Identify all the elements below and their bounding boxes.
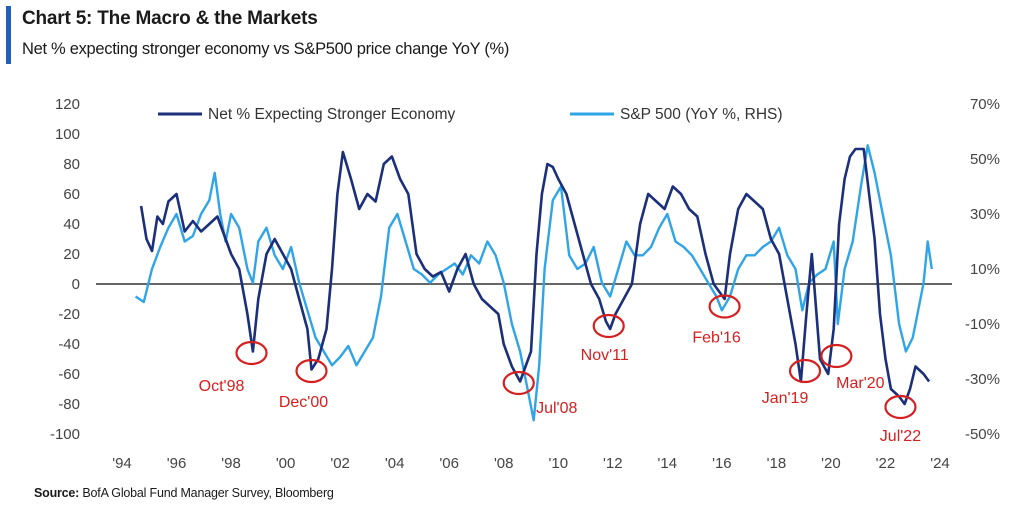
- y-left-tick-label: 120: [55, 96, 80, 113]
- y-left-tick-label: -80: [58, 396, 80, 413]
- y-left-tick-label: -100: [50, 426, 80, 443]
- annotation-circle: [788, 358, 822, 384]
- annotation-label: Mar'20: [836, 375, 885, 392]
- y-left-tick-label: -20: [58, 306, 80, 323]
- x-tick-label: '06: [439, 455, 459, 472]
- y-right-tick-label: -50%: [965, 426, 1000, 443]
- y-left-tick-label: 20: [63, 246, 80, 263]
- axes-layer: 120 100 80 60 40 20 0 -20 -40 -60 -80 -100 70% 50% 30%…: [50, 96, 1000, 472]
- legend: Net % Expecting Stronger Economy S&P 500 …: [158, 106, 783, 123]
- x-tick-label: '00: [276, 455, 296, 472]
- chart-subtitle: Net % expecting stronger economy vs S&P5…: [22, 40, 510, 58]
- y-left-tick-label: 40: [63, 216, 80, 233]
- y-right-tick-label: 50%: [970, 151, 1000, 168]
- title-accent-bar: [6, 6, 11, 64]
- chart-title: Chart 5: The Macro & the Markets: [22, 8, 318, 29]
- y-right-tick-label: -30%: [965, 371, 1000, 388]
- source-text: BofA Global Fund Manager Survey, Bloombe…: [82, 486, 334, 500]
- y-left-tick-label: 60: [63, 186, 80, 203]
- y-left-tick-label: 100: [55, 126, 80, 143]
- annotation-label: Jan'19: [762, 390, 809, 407]
- source-label: Source:: [34, 486, 80, 500]
- y-right-tick-label: 10%: [970, 261, 1000, 278]
- annotation-circle: [884, 394, 917, 420]
- x-tick-label: '98: [221, 455, 241, 472]
- annotation-label: Oct'98: [199, 378, 245, 395]
- series-line-economy: [139, 147, 931, 406]
- y-right-tick-label: 30%: [970, 206, 1000, 223]
- annotation-label: Nov'11: [581, 347, 629, 364]
- x-tick-label: '16: [712, 455, 732, 472]
- macro-markets-chart: 120 100 80 60 40 20 0 -20 -40 -60 -80 -100 70% 50% 30%…: [50, 96, 1000, 472]
- annotation-circle: [235, 340, 268, 366]
- x-tick-label: '96: [167, 455, 187, 472]
- x-tick-label: '94: [112, 455, 132, 472]
- x-tick-label: '04: [385, 455, 405, 472]
- annotation-circle: [592, 313, 625, 339]
- legend-label-economy: Net % Expecting Stronger Economy: [208, 106, 456, 123]
- x-tick-label: '22: [876, 455, 896, 472]
- series-layer: [134, 144, 933, 422]
- annotation-layer: Oct'98 Dec'00 Jul'08 Nov'11 Feb'16 Jan'19 Mar'…: [199, 294, 921, 445]
- source-note: Source: BofA Global Fund Manager Survey,…: [34, 486, 334, 500]
- x-tick-label: '08: [494, 455, 514, 472]
- x-tick-label: '10: [548, 455, 568, 472]
- x-tick-label: '20: [821, 455, 841, 472]
- legend-label-sp500: S&P 500 (YoY %, RHS): [620, 106, 783, 123]
- annotation-label: Jul'22: [880, 428, 921, 445]
- annotation-label: Dec'00: [279, 394, 328, 411]
- x-tick-label: '18: [767, 455, 787, 472]
- annotation-label: Feb'16: [692, 330, 741, 347]
- annotation-circle: [502, 370, 535, 396]
- y-right-tick-label: -10%: [965, 316, 1000, 333]
- x-tick-label: '02: [330, 455, 350, 472]
- x-tick-label: '24: [930, 455, 950, 472]
- y-right-tick-label: 70%: [970, 96, 1000, 113]
- annotation-circle: [295, 358, 328, 384]
- x-tick-label: '12: [603, 455, 623, 472]
- y-left-tick-label: -40: [58, 336, 80, 353]
- x-tick-label: '14: [658, 455, 678, 472]
- y-left-tick-label: 0: [72, 276, 80, 293]
- annotation-circle: [708, 294, 741, 319]
- annotation-circle: [820, 343, 853, 369]
- y-left-tick-label: 80: [63, 156, 80, 173]
- annotation-label: Jul'08: [536, 400, 577, 417]
- y-left-tick-label: -60: [58, 366, 80, 383]
